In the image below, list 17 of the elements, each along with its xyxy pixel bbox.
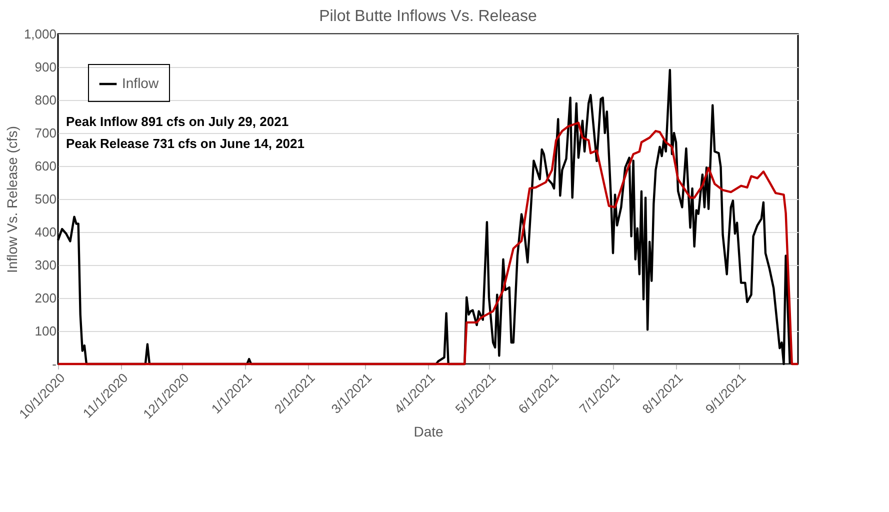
y-axis-title: Inflow Vs. Release (cfs) <box>4 126 20 274</box>
annotation: Peak Release 731 cfs on June 14, 2021 <box>66 136 304 151</box>
y-tick-label: 200 <box>34 290 56 306</box>
legend-label: Inflow <box>122 75 160 91</box>
y-tick-label: 300 <box>34 258 56 272</box>
y-tick-label: 100 <box>34 324 56 338</box>
x-axis-title: Date <box>414 424 444 440</box>
y-tick-label: 800 <box>34 92 56 108</box>
y-tick-label: 600 <box>34 158 56 174</box>
chart-title: Pilot Butte Inflows Vs. Release <box>319 8 538 25</box>
y-tick-label: 700 <box>34 126 56 140</box>
y-tick-label: 1,000 <box>24 26 56 42</box>
annotation: Peak Inflow 891 cfs on July 29, 2021 <box>66 114 289 129</box>
y-tick-label: 400 <box>34 224 56 240</box>
y-tick-label: 500 <box>34 192 56 206</box>
y-tick-label: - <box>52 356 56 372</box>
y-tick-label: 900 <box>34 60 56 74</box>
